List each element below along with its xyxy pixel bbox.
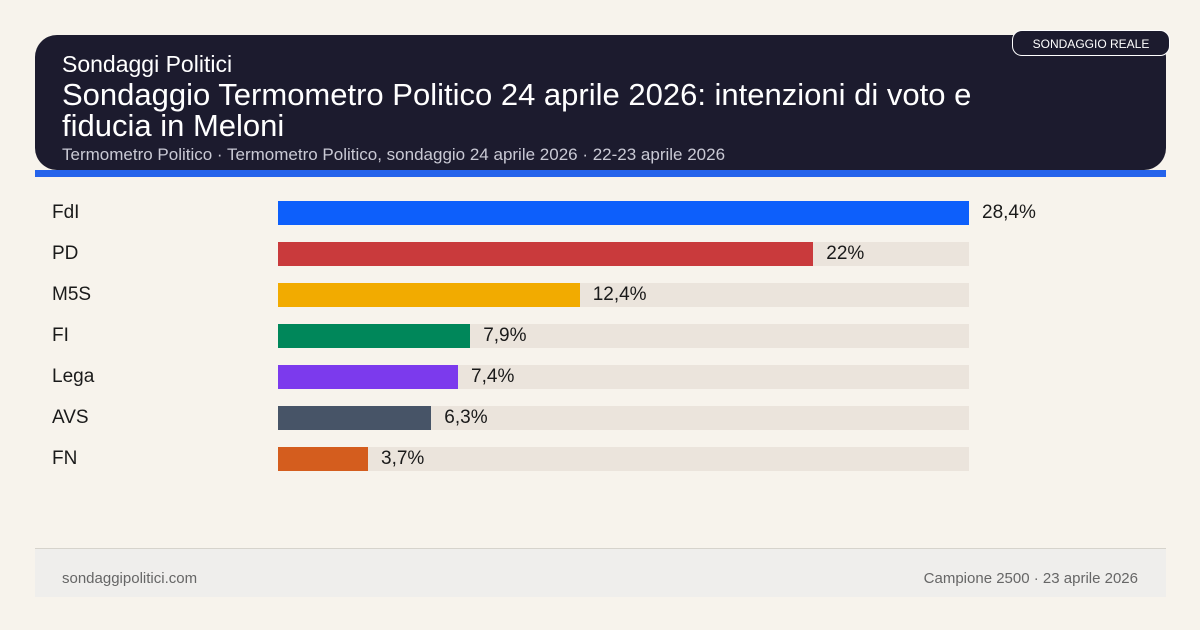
bar-row: M5S 12,4% <box>0 283 1200 307</box>
category-label: AVS <box>52 407 89 428</box>
header: Sondaggi Politici Sondaggio Termometro P… <box>35 35 1166 170</box>
value-label: 28,4% <box>982 202 1036 223</box>
bar-row: Lega 7,4% <box>0 365 1200 389</box>
kicker: Sondaggi Politici <box>62 51 233 77</box>
value-label: 7,9% <box>483 325 527 346</box>
footer: sondaggipolitici.com Campione 2500 · 23 … <box>35 548 1166 597</box>
category-label: M5S <box>52 284 92 305</box>
page-title: Sondaggio Termometro Politico 24 aprile … <box>62 77 972 143</box>
bar-track <box>278 447 969 471</box>
bar-row: PD 22% <box>0 242 1200 266</box>
accent-strip <box>35 170 1166 177</box>
bar-row: AVS 6,3% <box>0 406 1200 430</box>
footer-sample: Campione 2500 · 23 aprile 2026 <box>923 570 1138 587</box>
bar-row: FI 7,9% <box>0 324 1200 348</box>
category-label: FN <box>52 448 78 469</box>
bar <box>278 324 471 348</box>
category-label: FdI <box>52 202 80 223</box>
value-label: 7,4% <box>471 366 515 387</box>
bar <box>278 242 814 266</box>
category-label: FI <box>52 325 69 346</box>
bar <box>278 201 969 225</box>
bar <box>278 283 580 307</box>
bar-row: FN 3,7% <box>0 447 1200 471</box>
value-label: 6,3% <box>444 407 488 428</box>
category-label: Lega <box>52 366 95 387</box>
category-label: PD <box>52 243 79 264</box>
value-label: 3,7% <box>381 448 425 469</box>
value-label: 22% <box>826 243 865 264</box>
footer-site: sondaggipolitici.com <box>62 570 198 587</box>
value-label: 12,4% <box>592 284 647 305</box>
subtitle: Termometro Politico · Termometro Politic… <box>62 145 726 164</box>
bar-row: FdI 28,4% <box>0 201 1200 225</box>
status-badge: SONDAGGIO REALE <box>1012 30 1170 56</box>
bar <box>278 406 432 430</box>
bar <box>278 365 459 389</box>
bar <box>278 447 369 471</box>
